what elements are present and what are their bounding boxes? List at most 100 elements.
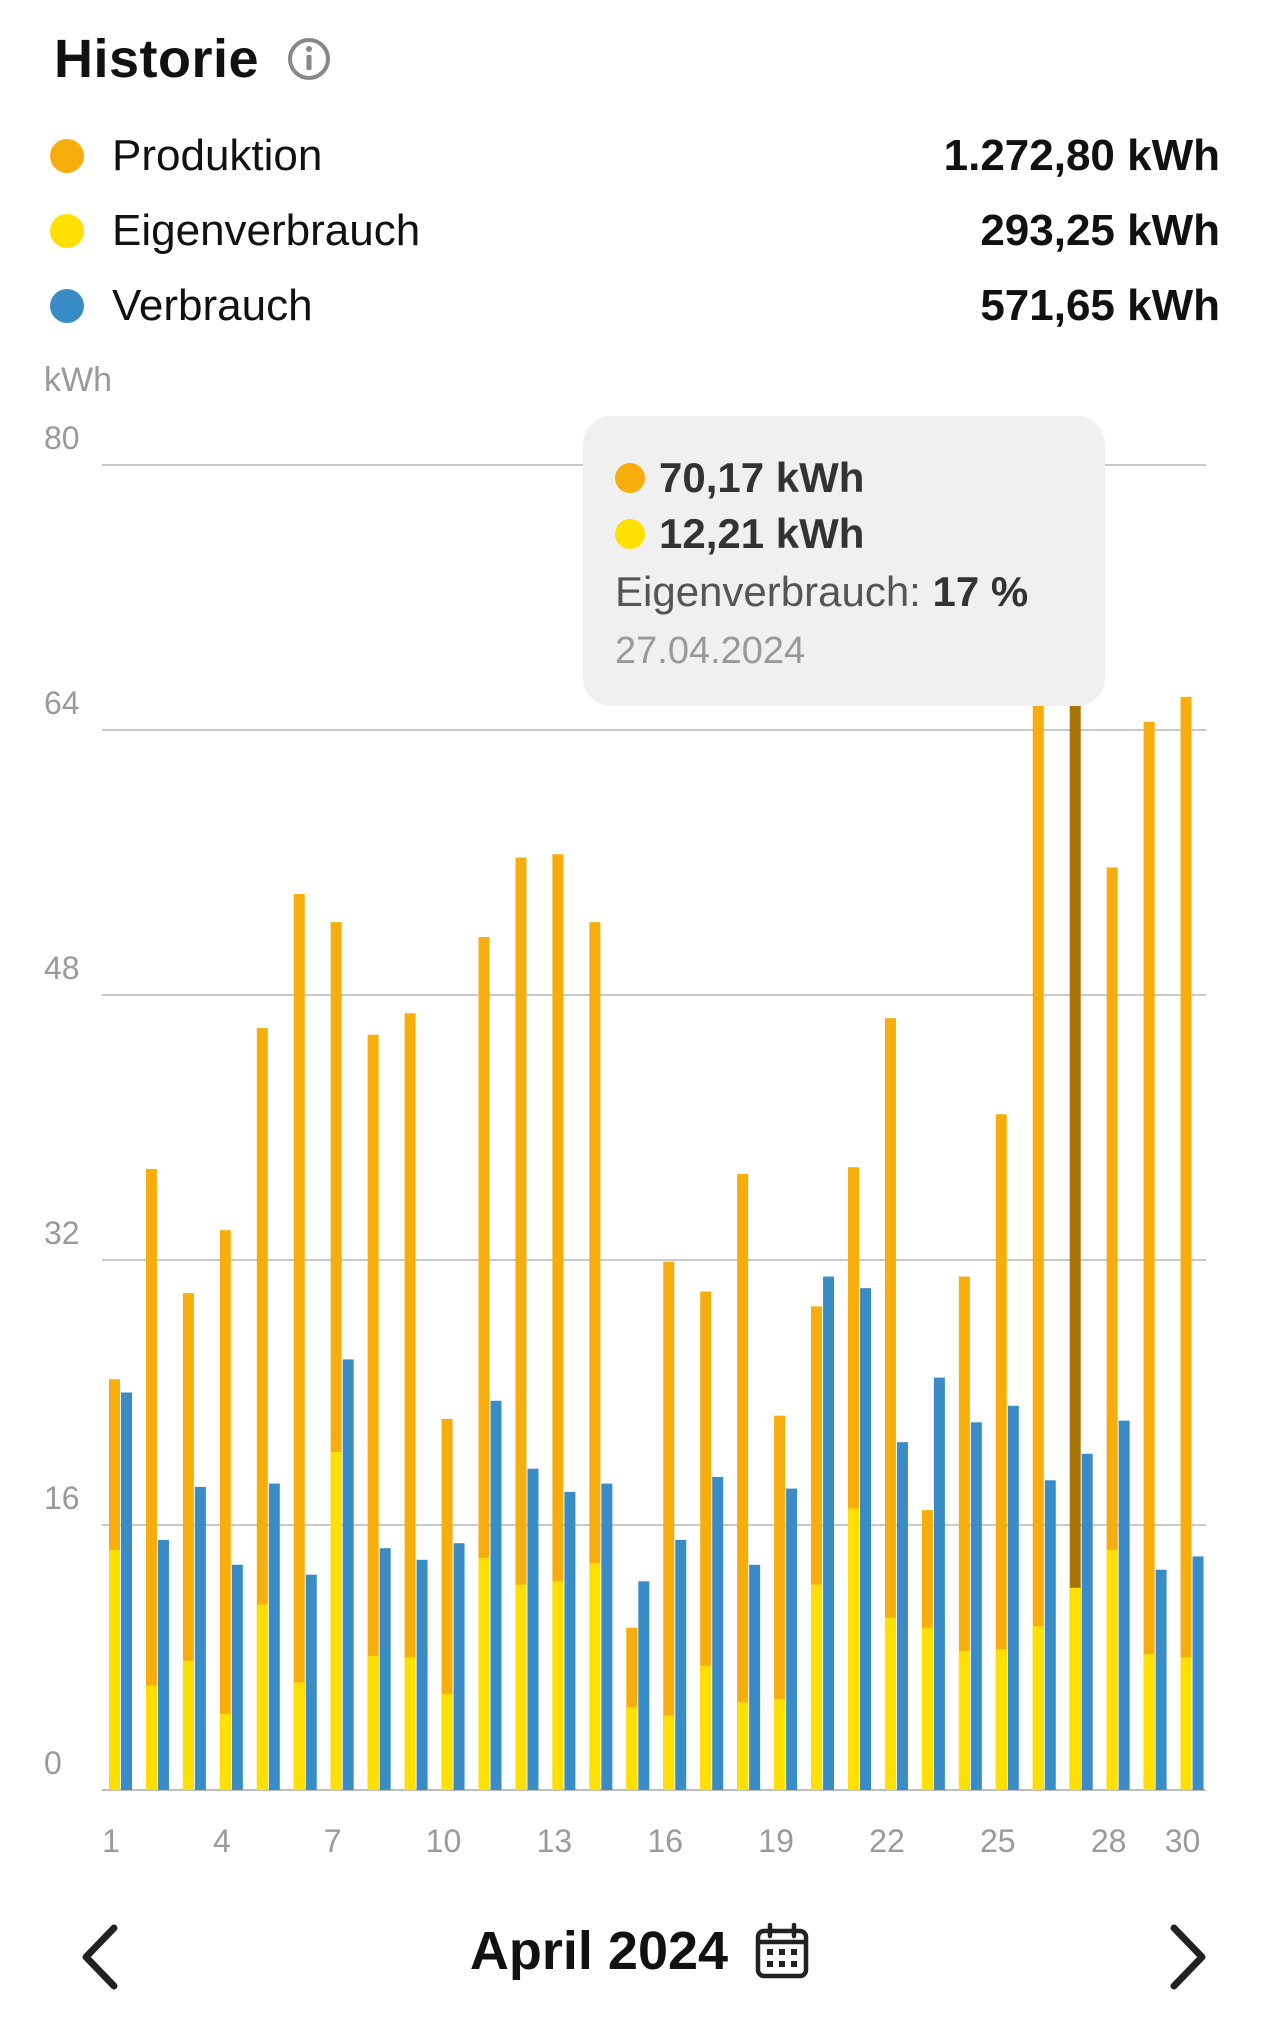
info-icon[interactable] bbox=[287, 37, 331, 81]
production-bar bbox=[404, 1013, 416, 1790]
production-bar bbox=[552, 854, 564, 1790]
consumption-bar bbox=[860, 1288, 871, 1790]
x-tick-label: 4 bbox=[213, 1823, 231, 1859]
self-consumption-bar bbox=[552, 1581, 564, 1790]
production-bar bbox=[995, 1114, 1007, 1790]
page-title: Historie bbox=[54, 29, 260, 89]
legend-value: 293,25 kWh bbox=[980, 205, 1220, 255]
production-color-dot bbox=[50, 138, 84, 173]
consumption-bar bbox=[268, 1483, 280, 1790]
calendar-icon[interactable] bbox=[754, 1922, 810, 1980]
production-bar bbox=[182, 1293, 194, 1790]
self-consumption-bar bbox=[1106, 1549, 1118, 1790]
self-consumption-bar bbox=[626, 1707, 638, 1790]
consumption-bar bbox=[823, 1276, 835, 1790]
production-bar bbox=[589, 922, 601, 1790]
consumption-bar bbox=[342, 1359, 354, 1790]
consumption-bar bbox=[601, 1483, 613, 1790]
self-consumption-bar bbox=[848, 1508, 859, 1790]
consumption-bar bbox=[1007, 1405, 1019, 1790]
self-consumption-color-dot bbox=[50, 213, 84, 248]
self-consumption-bar bbox=[109, 1549, 120, 1790]
consumption-bar bbox=[490, 1400, 502, 1790]
legend-value: 1.272,80 kWh bbox=[943, 130, 1220, 180]
y-tick-label: 64 bbox=[44, 685, 80, 721]
legend-item-consumption: Verbrauch 571,65 kWh bbox=[50, 268, 1220, 343]
consumption-color-dot bbox=[50, 288, 84, 323]
consumption-bar bbox=[121, 1392, 132, 1790]
x-tick-label: 28 bbox=[1091, 1823, 1127, 1859]
production-bar bbox=[774, 1415, 786, 1790]
consumption-bar bbox=[712, 1476, 724, 1790]
self-consumption-bar bbox=[330, 1452, 342, 1790]
history-bar-chart[interactable]: kWh 0 16 32 48 64 80 1 4 7 10 13 16 19 22 25 28 30 bbox=[0, 360, 1280, 1880]
production-bar bbox=[441, 1419, 453, 1790]
production-bar bbox=[330, 922, 342, 1790]
consumption-bar bbox=[1118, 1420, 1130, 1790]
production-bar bbox=[700, 1291, 712, 1790]
self-consumption-bar bbox=[219, 1713, 231, 1790]
production-bar bbox=[884, 1018, 896, 1790]
self-consumption-bar bbox=[478, 1558, 490, 1790]
legend-label: Eigenverbrauch bbox=[112, 205, 421, 255]
production-bar bbox=[1069, 627, 1081, 1791]
x-tick-label: 1 bbox=[102, 1823, 120, 1859]
chevron-left-icon[interactable] bbox=[78, 1922, 122, 1992]
self-consumption-bar bbox=[441, 1693, 453, 1790]
month-selector[interactable]: April 2024 bbox=[0, 1920, 1280, 1982]
self-consumption-bar bbox=[404, 1657, 416, 1790]
consumption-bar bbox=[416, 1559, 428, 1790]
x-tick-label: 13 bbox=[537, 1823, 573, 1859]
x-tick-label: 30 bbox=[1165, 1823, 1201, 1859]
legend-item-self-consumption: Eigenverbrauch 293,25 kWh bbox=[50, 193, 1220, 268]
self-consumption-bar bbox=[958, 1650, 970, 1790]
self-consumption-bar bbox=[1032, 1626, 1044, 1790]
tooltip-production-row: 70,17 kWh bbox=[615, 450, 1073, 506]
consumption-bar bbox=[527, 1468, 539, 1790]
tooltip-production-value: 70,17 kWh bbox=[659, 454, 865, 501]
chevron-right-icon[interactable] bbox=[1166, 1922, 1210, 1992]
production-bar bbox=[1106, 867, 1118, 1790]
x-tick-label: 22 bbox=[869, 1823, 905, 1859]
consumption-bar bbox=[157, 1539, 169, 1790]
y-tick-label: 48 bbox=[44, 950, 80, 986]
month-label[interactable]: April 2024 bbox=[469, 1921, 729, 1981]
tooltip-share-label: Eigenverbrauch: bbox=[615, 568, 921, 615]
x-tick-label: 16 bbox=[647, 1823, 683, 1859]
consumption-bar bbox=[675, 1539, 687, 1790]
y-axis-unit: kWh bbox=[44, 361, 112, 399]
production-bar bbox=[1180, 696, 1192, 1790]
y-tick-label: 32 bbox=[44, 1215, 80, 1251]
legend-item-production: Produktion 1.272,80 kWh bbox=[50, 118, 1220, 193]
x-tick-label: 19 bbox=[758, 1823, 794, 1859]
self-consumption-bar bbox=[1069, 1587, 1081, 1790]
self-consumption-bar bbox=[737, 1702, 749, 1790]
self-consumption-bar bbox=[182, 1660, 194, 1790]
production-color-dot bbox=[615, 463, 645, 493]
production-bar bbox=[219, 1230, 231, 1790]
production-bar bbox=[367, 1034, 379, 1790]
consumption-bar bbox=[933, 1377, 945, 1790]
consumption-bar bbox=[970, 1422, 982, 1790]
chart-area[interactable]: kWh 0 16 32 48 64 80 1 4 7 10 13 16 19 22 25 28 30 bbox=[0, 360, 1280, 1880]
production-bar bbox=[958, 1276, 970, 1790]
consumption-bar bbox=[379, 1548, 391, 1790]
consumption-bar bbox=[749, 1564, 761, 1790]
chart-tooltip: 70,17 kWh 12,21 kWh Eigenverbrauch: 17 %… bbox=[583, 416, 1105, 706]
consumption-bar bbox=[786, 1488, 798, 1790]
tooltip-date: 27.04.2024 bbox=[615, 630, 806, 672]
self-consumption-bar bbox=[995, 1649, 1007, 1790]
self-consumption-bar bbox=[921, 1627, 933, 1790]
consumption-bar bbox=[638, 1581, 650, 1790]
production-bar bbox=[1143, 721, 1155, 1790]
self-consumption-bar bbox=[884, 1617, 896, 1790]
self-consumption-bar bbox=[367, 1655, 379, 1790]
consumption-bar bbox=[896, 1442, 908, 1790]
x-tick-label: 7 bbox=[324, 1823, 342, 1859]
self-consumption-bar bbox=[145, 1685, 157, 1790]
tooltip-share-value: 17 % bbox=[932, 568, 1029, 615]
production-bar bbox=[256, 1028, 268, 1790]
production-bar bbox=[848, 1167, 859, 1790]
consumption-bar bbox=[1081, 1453, 1093, 1790]
self-consumption-bar bbox=[1143, 1654, 1155, 1790]
